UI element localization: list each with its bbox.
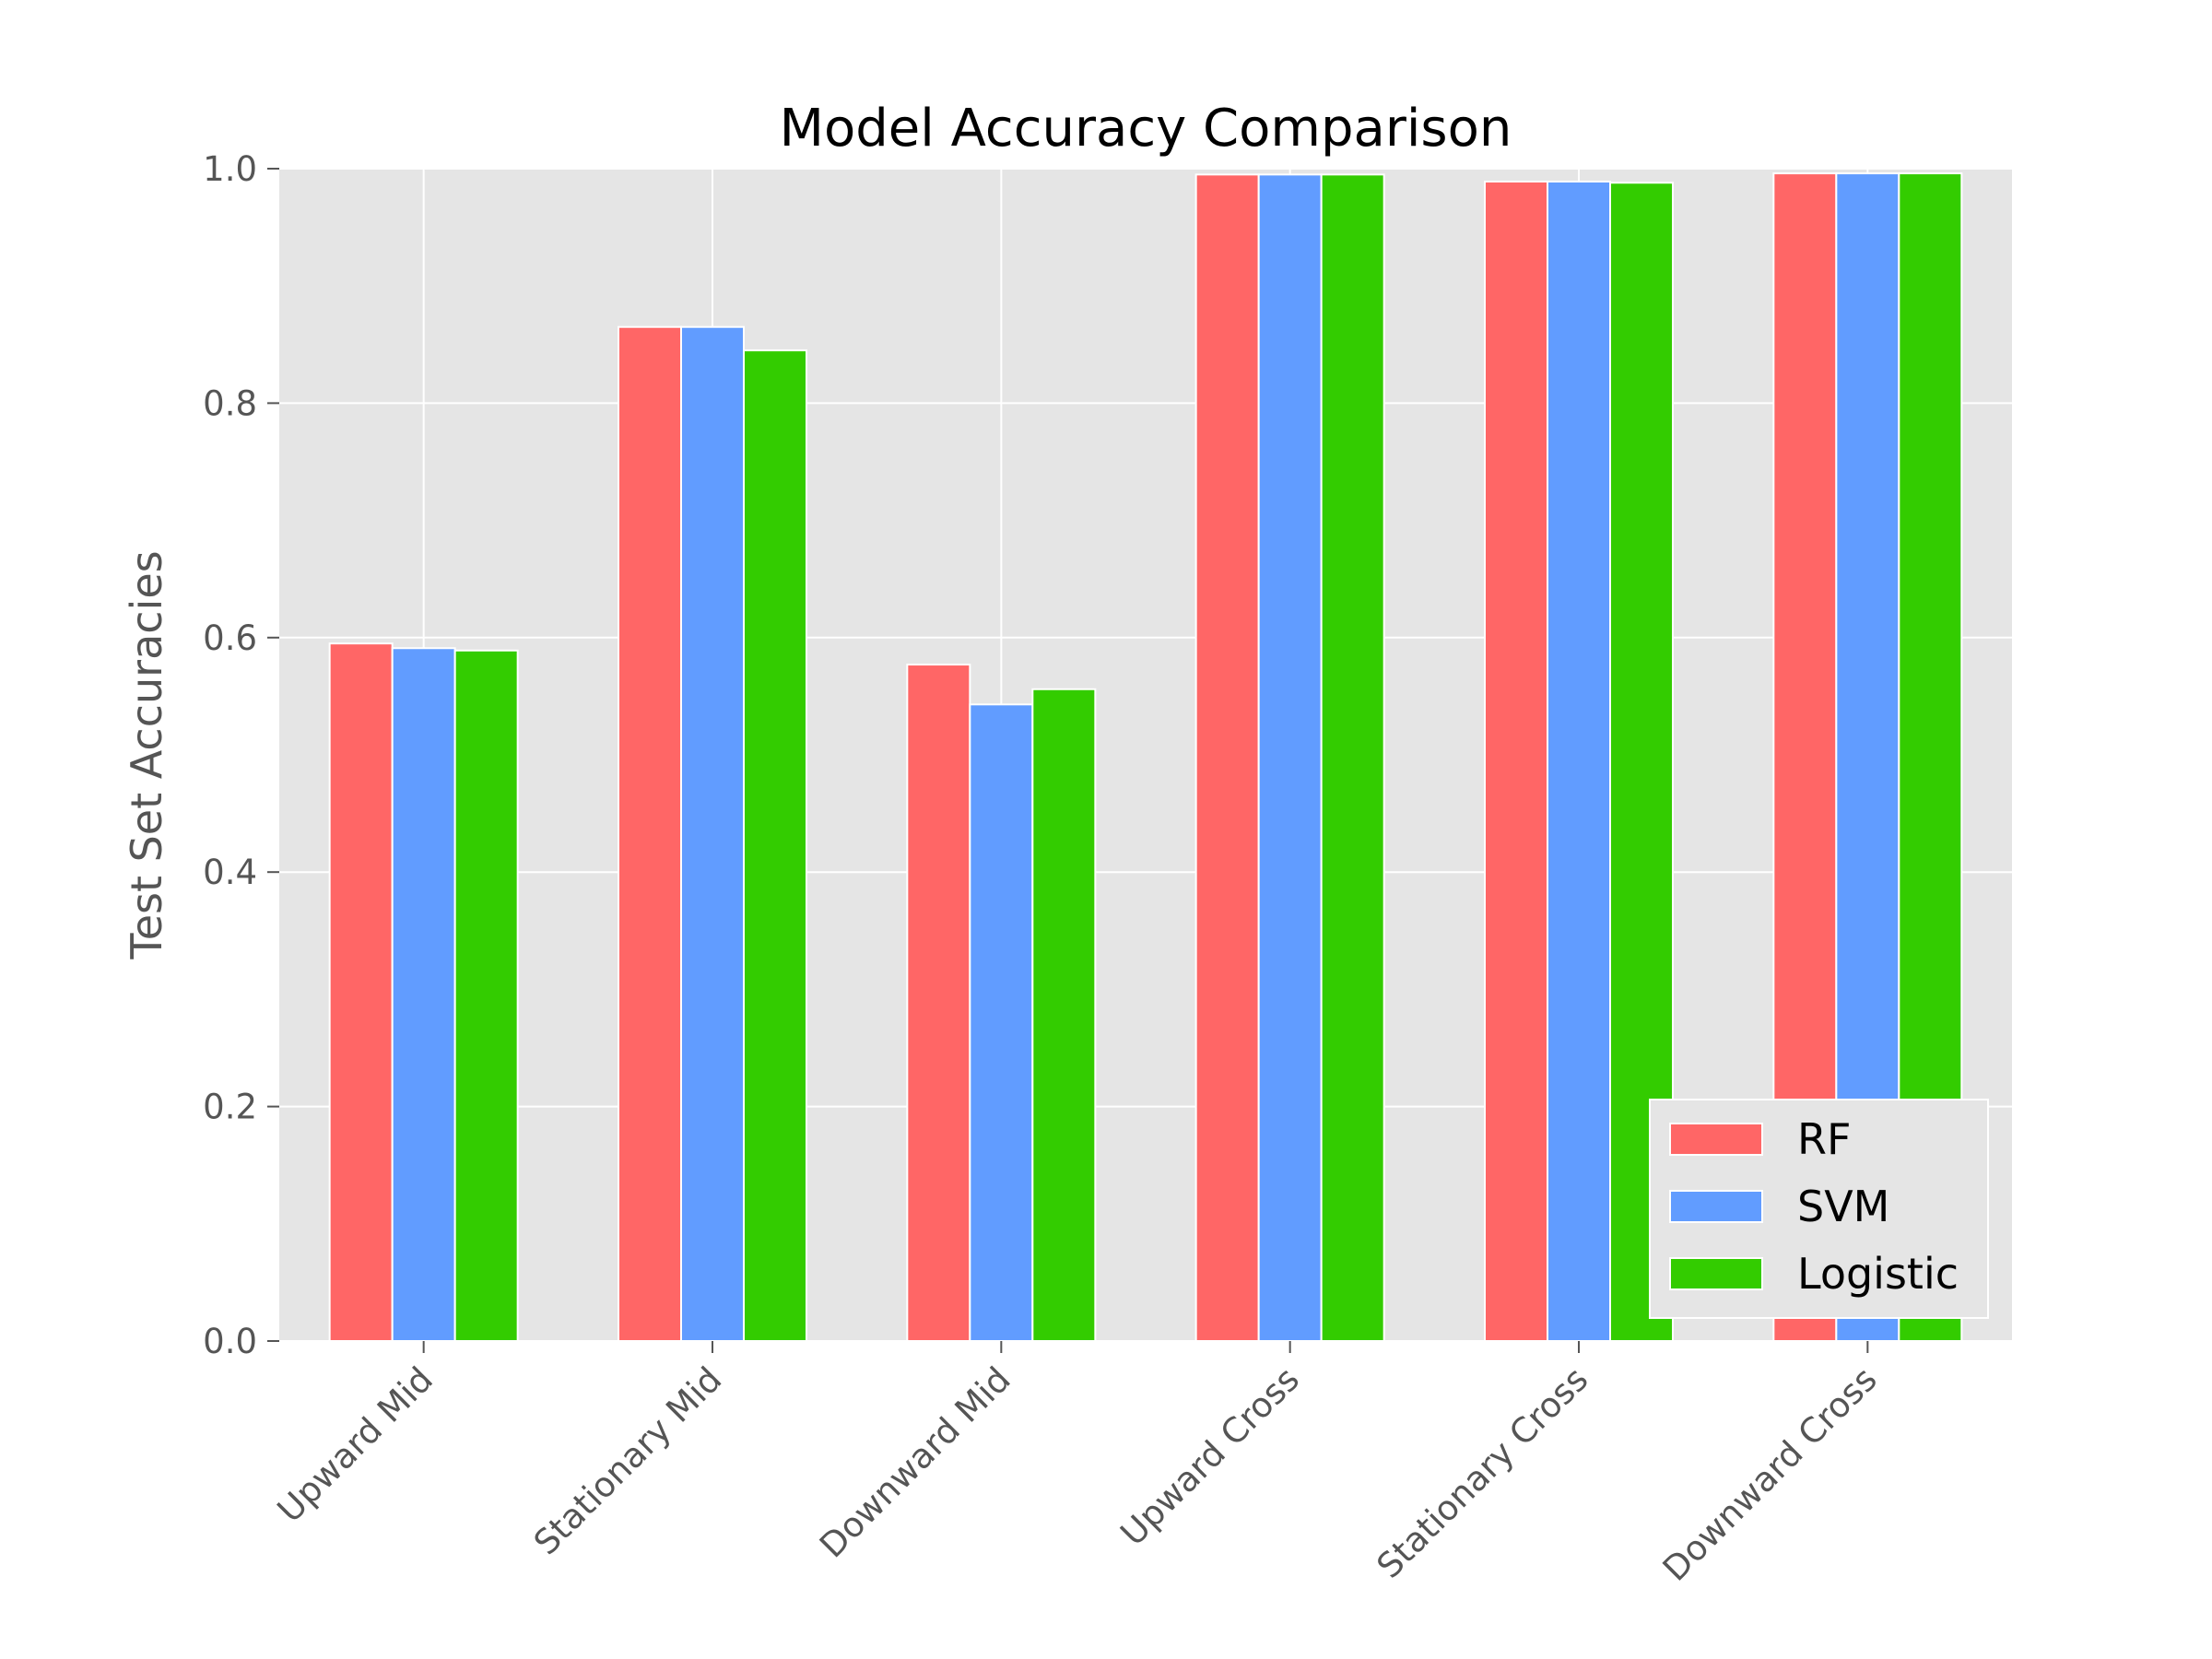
y-tick-label: 0.6 xyxy=(203,618,257,658)
bar-svm-downward-mid xyxy=(969,703,1034,1342)
bar-rf-upward-mid xyxy=(328,642,394,1342)
bar-rf-stationary-mid xyxy=(618,325,682,1343)
legend-swatch xyxy=(1669,1190,1763,1223)
bar-svm-upward-cross xyxy=(1257,173,1323,1343)
y-tick-label: 0.4 xyxy=(203,853,257,892)
bar-logistic-downward-mid xyxy=(1031,688,1097,1342)
x-tick-label: Downward Mid xyxy=(812,1359,1018,1566)
legend-swatch xyxy=(1669,1257,1763,1290)
bar-svm-upward-mid xyxy=(391,647,456,1342)
bar-svm-stationary-mid xyxy=(680,325,745,1343)
x-tick-label: Stationary Cross xyxy=(1370,1359,1596,1586)
x-tick-label: Upward Cross xyxy=(1112,1359,1307,1554)
legend-label: RF xyxy=(1797,1114,1851,1164)
bar-logistic-stationary-mid xyxy=(743,349,807,1342)
bar-logistic-upward-cross xyxy=(1320,173,1385,1343)
bar-logistic-upward-mid xyxy=(453,649,519,1342)
y-tick-label: 0.8 xyxy=(203,383,257,423)
legend-label: SVM xyxy=(1797,1182,1889,1231)
bars xyxy=(328,172,1963,1343)
legend-label: Logistic xyxy=(1797,1249,1959,1299)
bar-rf-upward-cross xyxy=(1194,173,1260,1343)
bar-rf-stationary-cross xyxy=(1484,180,1548,1343)
legend: RF SVM Logistic xyxy=(1649,1099,1989,1319)
bar-rf-downward-mid xyxy=(906,664,971,1342)
y-tick-label: 0.0 xyxy=(203,1322,257,1361)
x-tick-label: Stationary Mid xyxy=(526,1359,729,1562)
y-tick-label: 1.0 xyxy=(203,149,257,189)
bar-svm-stationary-cross xyxy=(1547,180,1611,1343)
y-axis-label: Test Set Accuracies xyxy=(122,550,171,959)
chart-title: Model Accuracy Comparison xyxy=(780,99,1512,159)
x-tick-label: Downward Cross xyxy=(1655,1359,1885,1589)
x-tick-label: Upward Mid xyxy=(270,1359,441,1530)
legend-swatch xyxy=(1669,1123,1763,1156)
y-tick-label: 0.2 xyxy=(203,1088,257,1127)
